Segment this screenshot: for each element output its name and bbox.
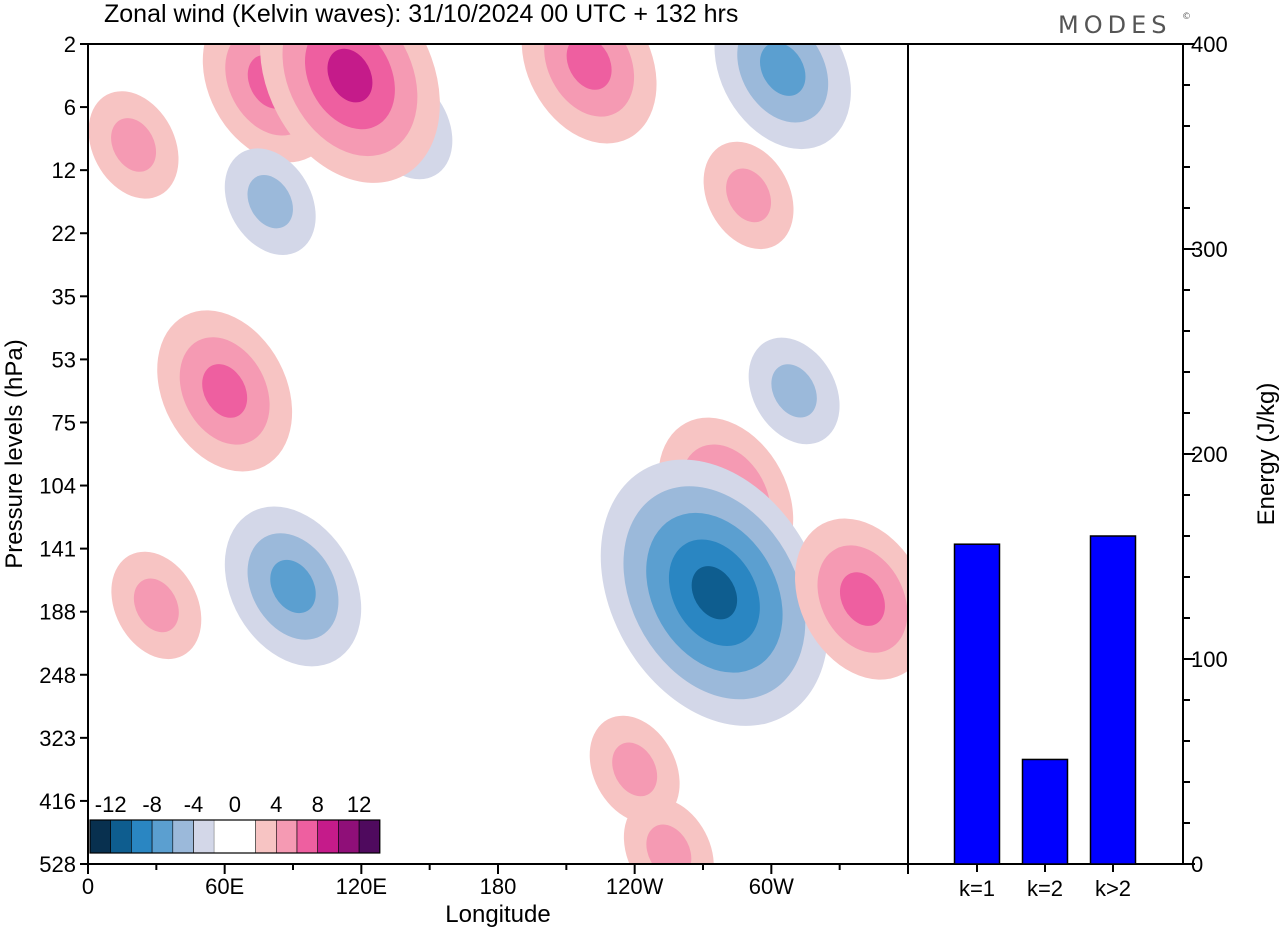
colorbar-cell <box>338 819 360 854</box>
contour-pos-2-4 <box>327 48 373 103</box>
y-tick-label: 75 <box>52 410 76 435</box>
y-tick-label: 141 <box>39 537 76 562</box>
colorbar-cell <box>234 820 256 853</box>
contour-pos-14-2 <box>133 578 179 633</box>
energy-cat-label: k=1 <box>959 876 995 901</box>
longitude-axis: 0 60E 120E 180 120W 60W <box>82 864 909 899</box>
colorbar-cell <box>131 819 153 854</box>
colorbar-label: -8 <box>142 792 162 817</box>
colorbar: -12 -8 -4 0 4 8 12 <box>89 792 381 854</box>
y-tick-label: 35 <box>52 284 76 309</box>
colorbar-cell <box>296 819 319 854</box>
chart-title: Zonal wind (Kelvin waves): 31/10/2024 00… <box>104 0 738 28</box>
energy-axis-label: Energy (J/kg) <box>1253 383 1280 526</box>
colorbar-cell <box>358 819 381 854</box>
colorbar-cell <box>275 819 298 854</box>
colorbar-cell <box>151 819 174 854</box>
colorbar-cell <box>89 819 112 854</box>
brand-mark: © <box>1182 12 1191 22</box>
colorbar-cell <box>317 819 339 854</box>
y-tick-label: 2 <box>64 32 76 57</box>
energy-cat-label: k>2 <box>1095 876 1131 901</box>
contour-neg-11-5 <box>691 566 738 620</box>
y-tick-label: 12 <box>52 158 76 183</box>
y-tick-label: 188 <box>39 600 76 625</box>
energy-axis: 0 100 200 300 400 <box>1183 32 1228 877</box>
x-tick-label: 180 <box>480 874 517 899</box>
colorbar-cell <box>214 820 235 853</box>
y-tick-label: 323 <box>39 726 76 751</box>
colorbar-label: 4 <box>270 792 282 817</box>
energy-tick-label: 200 <box>1191 442 1228 467</box>
contour-pos-6-2 <box>111 118 157 172</box>
pressure-axis: 2 6 12 22 35 53 75 104 141 188 248 323 416 528 <box>39 32 88 877</box>
energy-cat-label: k=2 <box>1027 876 1063 901</box>
x-tick-label: 60E <box>205 874 244 899</box>
contour-pos-15-2 <box>612 742 658 797</box>
energy-tick-label: 400 <box>1191 32 1228 57</box>
energy-bar-k=1 <box>953 543 1001 865</box>
contour-pos-3-3 <box>566 44 612 90</box>
y-tick-label: 104 <box>39 474 76 499</box>
x-tick-label: 60W <box>749 874 794 899</box>
wind-contour-field <box>88 44 908 864</box>
contour-neg-4-3 <box>759 44 806 96</box>
colorbar-frame <box>89 819 381 854</box>
colorbar-label: 12 <box>347 792 371 817</box>
colorbar-cell <box>172 819 194 854</box>
energy-tick-label: 300 <box>1191 237 1228 262</box>
colorbar-label: -4 <box>184 792 204 817</box>
colorbar-label: 8 <box>312 792 324 817</box>
contour-neg-5-2 <box>247 175 293 229</box>
x-tick-label: 120W <box>606 874 664 899</box>
y-tick-label: 22 <box>52 221 76 246</box>
contour-pos-16-2 <box>646 824 692 864</box>
colorbar-label: -12 <box>95 792 127 817</box>
contour-pos-13-3 <box>839 572 885 626</box>
contour-pos-7-2 <box>726 168 772 223</box>
y-axis-label: Pressure levels (hPa) <box>1 339 28 568</box>
contour-pos-8-3 <box>202 364 248 418</box>
x-tick-label: 0 <box>82 874 94 899</box>
energy-bar-k=2 <box>1021 758 1069 865</box>
colorbar-label: 0 <box>229 792 241 817</box>
y-tick-label: 528 <box>39 852 76 877</box>
contour-neg-9-2 <box>771 364 817 418</box>
energy-frame <box>907 43 1184 865</box>
colorbar-cell <box>255 819 277 854</box>
energy-bars: k=1 k=2 k>2 <box>953 535 1137 901</box>
x-tick-label: 120E <box>336 874 387 899</box>
y-tick-label: 416 <box>39 789 76 814</box>
energy-bar-k>2 <box>1089 535 1137 865</box>
contour-neg-12-3 <box>270 559 316 614</box>
colorbar-cell <box>193 819 215 854</box>
brand-logo: MODES <box>1058 11 1171 39</box>
y-tick-label: 6 <box>64 95 76 120</box>
colorbar-cell <box>110 819 132 854</box>
energy-tick-label: 0 <box>1191 852 1203 877</box>
energy-tick-label: 100 <box>1191 647 1228 672</box>
y-tick-label: 53 <box>52 347 76 372</box>
x-axis-label: Longitude <box>445 901 550 928</box>
y-tick-label: 248 <box>39 663 76 688</box>
